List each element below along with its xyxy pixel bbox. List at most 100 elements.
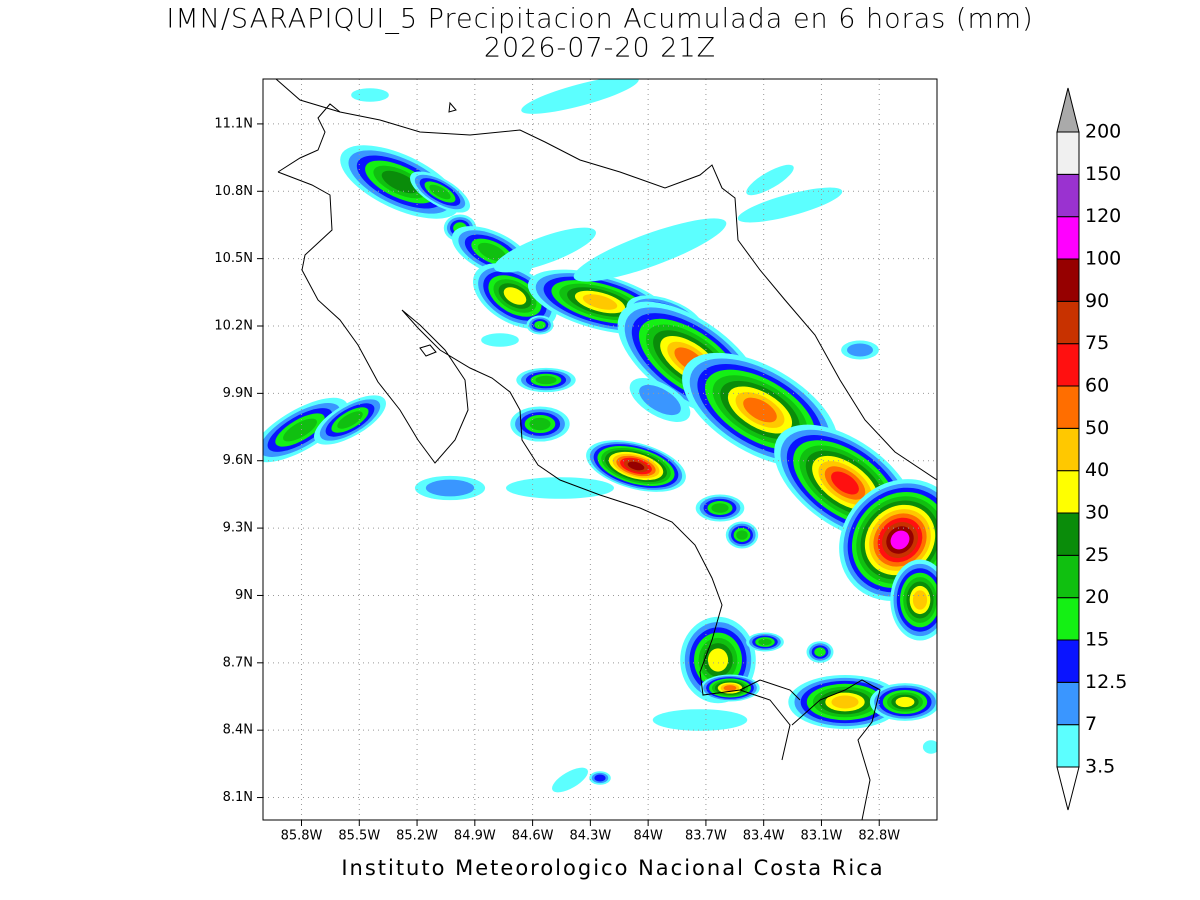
colorbar-label: 15	[1085, 629, 1109, 651]
x-tick-label: 82.8W	[858, 829, 900, 844]
precip-field	[263, 79, 937, 793]
y-tick-label: 9N	[235, 588, 253, 603]
x-tick-label: 84W	[633, 829, 663, 844]
y-tick-label: 8.4N	[223, 723, 253, 738]
colorbar-box	[1056, 216, 1080, 260]
colorbar-box	[1056, 639, 1080, 683]
precip-contour	[922, 740, 937, 754]
colorbar-box	[1056, 131, 1080, 175]
precip-contour	[477, 242, 507, 262]
colorbar-label: 90	[1085, 290, 1109, 312]
x-tick-label: 83.7W	[685, 829, 727, 844]
x-tick-label: 84.6W	[512, 829, 554, 844]
precip-contour	[912, 590, 928, 610]
x-tick-label: 83.4W	[743, 829, 785, 844]
precip-contour	[573, 218, 727, 282]
lake	[419, 101, 457, 357]
y-tick-label: 9.3N	[223, 521, 253, 536]
y-tick-label: 10.2N	[214, 319, 253, 334]
colorbar-label: 75	[1085, 332, 1109, 354]
precip-contour	[847, 343, 873, 357]
precip-contour	[529, 417, 551, 431]
precip-contour	[746, 164, 794, 196]
colorbar-label: 150	[1085, 163, 1121, 185]
precip-contour	[737, 187, 843, 223]
y-tick-label: 9.6N	[223, 453, 253, 468]
colorbar-label: 25	[1085, 544, 1109, 566]
colorbar-label: 7	[1085, 713, 1097, 735]
colorbar-box	[1056, 173, 1080, 218]
precip-contour	[652, 709, 748, 731]
colorbar-box	[1056, 554, 1080, 599]
precip-contour	[535, 375, 557, 385]
precip-contour	[743, 397, 777, 423]
colorbar: 3.5 7 12.5 15 20 25 30 40 50 60 75 90 100 120 150 200	[1056, 87, 1127, 811]
colorbar-label: 200	[1085, 121, 1121, 143]
colorbar-label: 20	[1085, 586, 1109, 608]
colorbar-label: 40	[1085, 459, 1109, 481]
colorbar-over	[1056, 87, 1080, 133]
precip-contour	[831, 471, 859, 495]
colorbar-box	[1056, 681, 1080, 726]
colorbar-box	[1056, 597, 1080, 641]
coastlines	[275, 79, 937, 820]
precip-contour	[351, 88, 389, 102]
colorbar-box	[1056, 385, 1080, 429]
colorbar-label: 120	[1085, 205, 1121, 227]
colorbar-under	[1056, 766, 1080, 811]
colorbar-label: 100	[1085, 248, 1121, 270]
coastline	[277, 103, 791, 761]
precip-contour	[494, 227, 596, 273]
precip-contour	[758, 638, 772, 646]
colorbar-box	[1056, 470, 1080, 514]
grid: 85.8W 85.5W 85.2W 84.9W 84.6W 84.3W 84W 83.7W 83…	[214, 79, 937, 844]
colorbar-box	[1056, 258, 1080, 302]
precip-contour	[552, 767, 588, 793]
precip-contour	[481, 333, 519, 347]
precip-contour	[711, 503, 729, 513]
x-tick-label: 83.1W	[801, 829, 843, 844]
precip-contour	[707, 648, 729, 672]
precip-contour	[283, 418, 317, 442]
footer: Instituto Meteorologico Nacional Costa R…	[341, 856, 884, 880]
precip-contour	[429, 184, 451, 200]
x-tick-label: 84.9W	[454, 829, 496, 844]
precip-contour	[723, 685, 737, 691]
precip-contour	[503, 287, 527, 305]
precip-contour	[506, 477, 614, 499]
y-tick-label: 11.1N	[214, 116, 253, 131]
precip-contour	[814, 647, 826, 657]
subtitle: 2026-07-20 21Z	[484, 33, 716, 64]
colorbar-box	[1056, 300, 1080, 345]
x-tick-label: 85.5W	[338, 829, 380, 844]
colorbar-box	[1056, 427, 1080, 472]
coastline	[275, 79, 937, 481]
y-tick-label: 9.9N	[223, 386, 253, 401]
precip-contour	[627, 461, 645, 471]
precip-contour	[594, 774, 606, 782]
y-tick-label: 8.1N	[223, 790, 253, 805]
title: IMN/SARAPIQUI_5 Precipitacion Acumulada …	[166, 4, 1033, 35]
precip-contour	[736, 530, 748, 540]
colorbar-label: 30	[1085, 502, 1109, 524]
precip-contour	[534, 321, 546, 329]
precip-contour	[639, 384, 681, 416]
precip-contour	[895, 696, 915, 708]
colorbar-label: 60	[1085, 375, 1109, 397]
border	[739, 679, 881, 820]
colorbar-label: 12.5	[1085, 671, 1127, 693]
x-tick-label: 85.8W	[281, 829, 323, 844]
precip-contour	[582, 294, 618, 310]
colorbar-box	[1056, 343, 1080, 387]
y-tick-label: 10.5N	[214, 251, 253, 266]
colorbar-label: 3.5	[1085, 756, 1115, 778]
precip-contour	[425, 479, 475, 497]
precip-contour	[890, 530, 910, 550]
x-tick-label: 84.3W	[569, 829, 611, 844]
precip-contour	[337, 411, 363, 429]
colorbar-box	[1056, 724, 1080, 768]
map-frame	[262, 78, 938, 821]
x-tick-label: 85.2W	[396, 829, 438, 844]
precip-contour	[831, 695, 859, 709]
